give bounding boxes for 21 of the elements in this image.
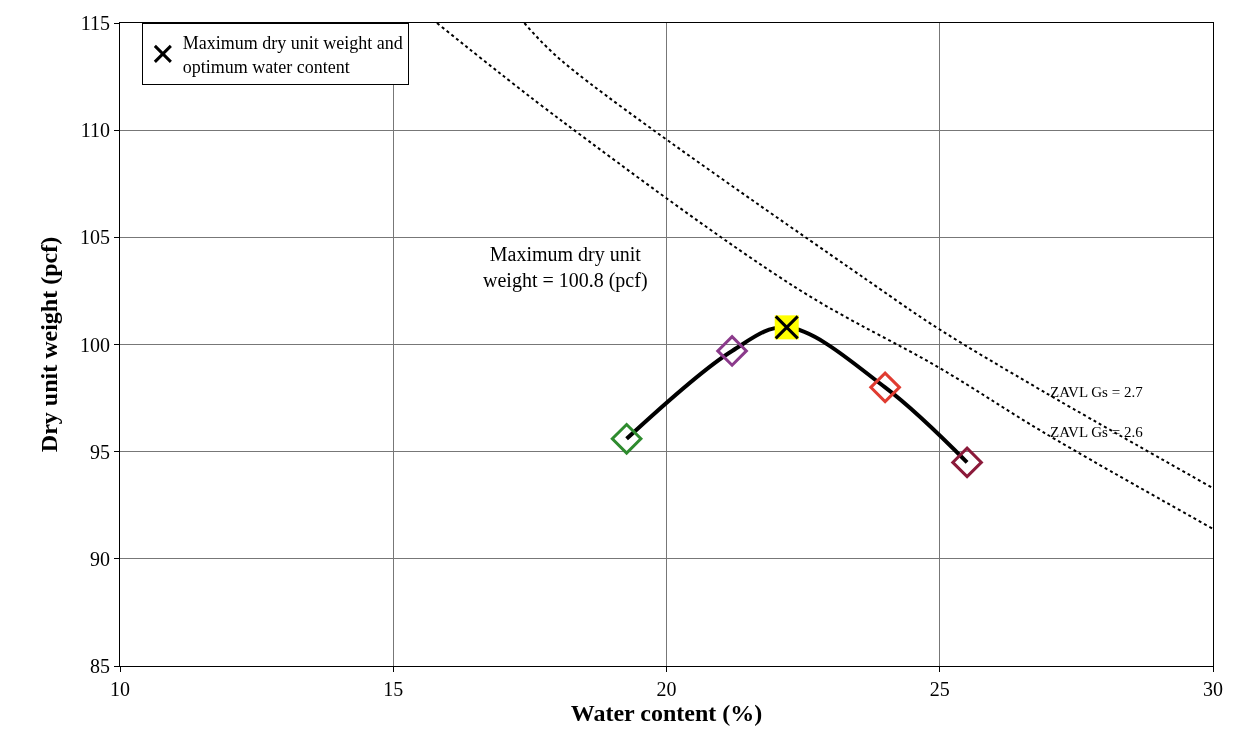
legend-label: Maximum dry unit weight and optimum water content [182,33,403,77]
series-label: ZAVL Gs = 2.7 [1050,384,1144,400]
x-tick-label: 25 [929,678,950,700]
y-axis-title: Dry unit weight (pcf) [36,236,63,453]
point [716,335,748,367]
x-axis-title: Water content (%) [570,700,763,726]
y-tick-label: 95 [90,440,110,463]
y-tick-label: 115 [80,12,110,34]
y-tick-label: 100 [80,333,110,356]
y-tick-label: 110 [80,119,110,142]
y-tick-label: 90 [90,547,110,570]
y-tick-label: 105 [80,226,110,249]
point [869,371,901,404]
point [610,423,643,455]
x-tick-label: 20 [656,678,677,700]
x-tick-label: 30 [1203,678,1223,700]
y-tick-label: 85 [90,655,110,677]
point [951,446,983,479]
annotation: Maximum dry unit weight = 100.8 (pcf) [483,243,648,292]
x-tick-label: 10 [110,678,130,700]
x-tick-label: 15 [383,678,404,700]
